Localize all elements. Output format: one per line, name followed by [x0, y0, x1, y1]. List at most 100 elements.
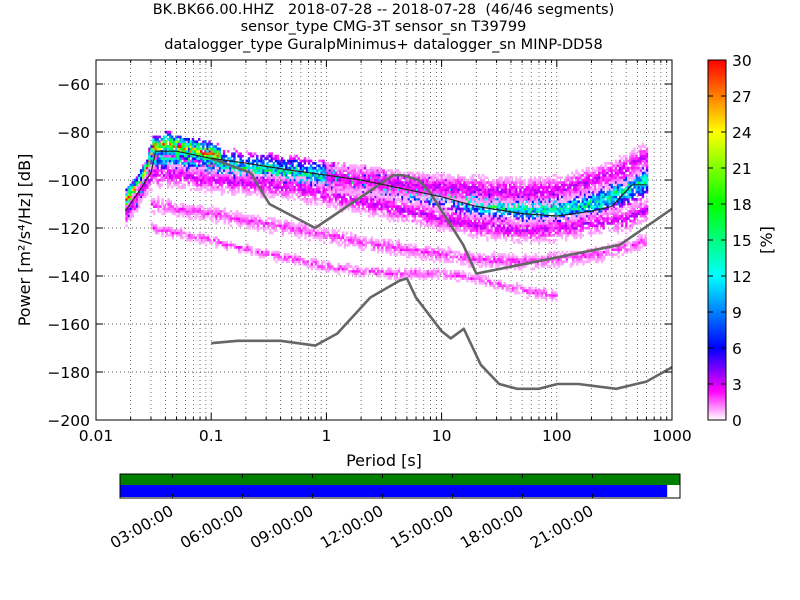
density-cell [446, 210, 450, 213]
density-cell [216, 150, 220, 153]
density-cell [384, 198, 387, 201]
density-cell [168, 147, 172, 151]
density-cell [307, 186, 311, 189]
density-cell [146, 166, 149, 170]
density-cell [542, 231, 545, 235]
density-cell [253, 174, 257, 177]
density-cell [171, 171, 174, 175]
density-cell [376, 195, 379, 199]
density-cell [133, 186, 137, 189]
density-cell [407, 205, 410, 208]
density-cell [562, 226, 566, 230]
density-cell [627, 200, 630, 204]
density-cell [565, 231, 568, 235]
density-cell [606, 222, 609, 225]
density-cell [529, 219, 533, 223]
density-cell [378, 198, 381, 201]
density-cell [268, 190, 271, 194]
density-cell [181, 162, 184, 165]
density-cell [316, 202, 319, 206]
density-cell [363, 195, 367, 199]
density-cell [175, 164, 178, 168]
density-cell [303, 183, 307, 187]
density-cell [212, 150, 215, 153]
density-cell [473, 226, 477, 230]
density-cell [482, 212, 485, 216]
density-cell [639, 176, 643, 180]
density-cell [413, 205, 417, 208]
density-cell [523, 205, 526, 208]
density-cell [517, 190, 520, 194]
density-cell [527, 229, 531, 232]
density-cell [424, 207, 427, 211]
density-cell [550, 226, 553, 230]
density-cell [303, 174, 307, 177]
density-cell [206, 159, 209, 163]
density-cell [639, 190, 643, 194]
density-cell [206, 162, 209, 165]
density-cell [361, 200, 365, 204]
density-cell [384, 205, 387, 208]
density-cell [569, 222, 572, 225]
density-cell [523, 210, 526, 213]
density-cell [270, 183, 273, 187]
density-cell [596, 222, 599, 225]
density-cell [579, 193, 582, 196]
density-cell [529, 207, 533, 211]
density-cell [428, 214, 431, 218]
density-cell [606, 198, 609, 201]
density-cell [639, 205, 643, 208]
density-cell [519, 224, 522, 228]
density-cell [233, 188, 236, 192]
density-cell [533, 234, 537, 237]
density-cell [295, 154, 298, 158]
density-cell [175, 166, 178, 170]
density-cell [525, 234, 528, 237]
density-cell [318, 181, 321, 184]
density-cell [336, 202, 340, 206]
density-cell [517, 212, 520, 216]
density-cell [419, 202, 423, 206]
density-cell [486, 238, 489, 242]
density-cell [471, 234, 475, 237]
density-cell [565, 238, 568, 242]
density-cell [438, 200, 441, 204]
density-cell [415, 219, 419, 223]
density-cell [214, 188, 217, 192]
density-cell [247, 174, 251, 177]
density-cell [587, 224, 591, 228]
density-cell [322, 171, 325, 175]
density-cell [227, 183, 230, 187]
density-cell [270, 181, 273, 184]
density-cell [268, 171, 271, 175]
density-cell [397, 207, 400, 211]
density-cell [162, 135, 166, 139]
density-cell [297, 162, 300, 165]
density-cell [291, 178, 294, 182]
density-cell [571, 202, 574, 206]
density-cell [324, 164, 327, 168]
density-cell [535, 224, 539, 228]
density-cell [488, 210, 491, 213]
density-cell [370, 176, 373, 180]
density-cell [341, 186, 344, 189]
density-cell [208, 169, 211, 172]
density-cell [316, 176, 319, 180]
density-cell [210, 142, 213, 146]
density-cell [268, 166, 271, 170]
density-cell [643, 200, 647, 204]
density-cell [591, 207, 595, 211]
density-cell [245, 178, 249, 182]
density-cell [436, 224, 439, 228]
density-cell [162, 159, 166, 163]
density-cell [177, 152, 180, 156]
density-cell [210, 176, 213, 180]
density-cell [397, 205, 400, 208]
density-cell [309, 159, 313, 163]
density-cell [583, 198, 587, 201]
density-cell [158, 174, 161, 177]
density-cell [614, 207, 618, 211]
density-cell [260, 181, 263, 184]
density-cell [359, 202, 363, 206]
density-cell [177, 183, 180, 187]
